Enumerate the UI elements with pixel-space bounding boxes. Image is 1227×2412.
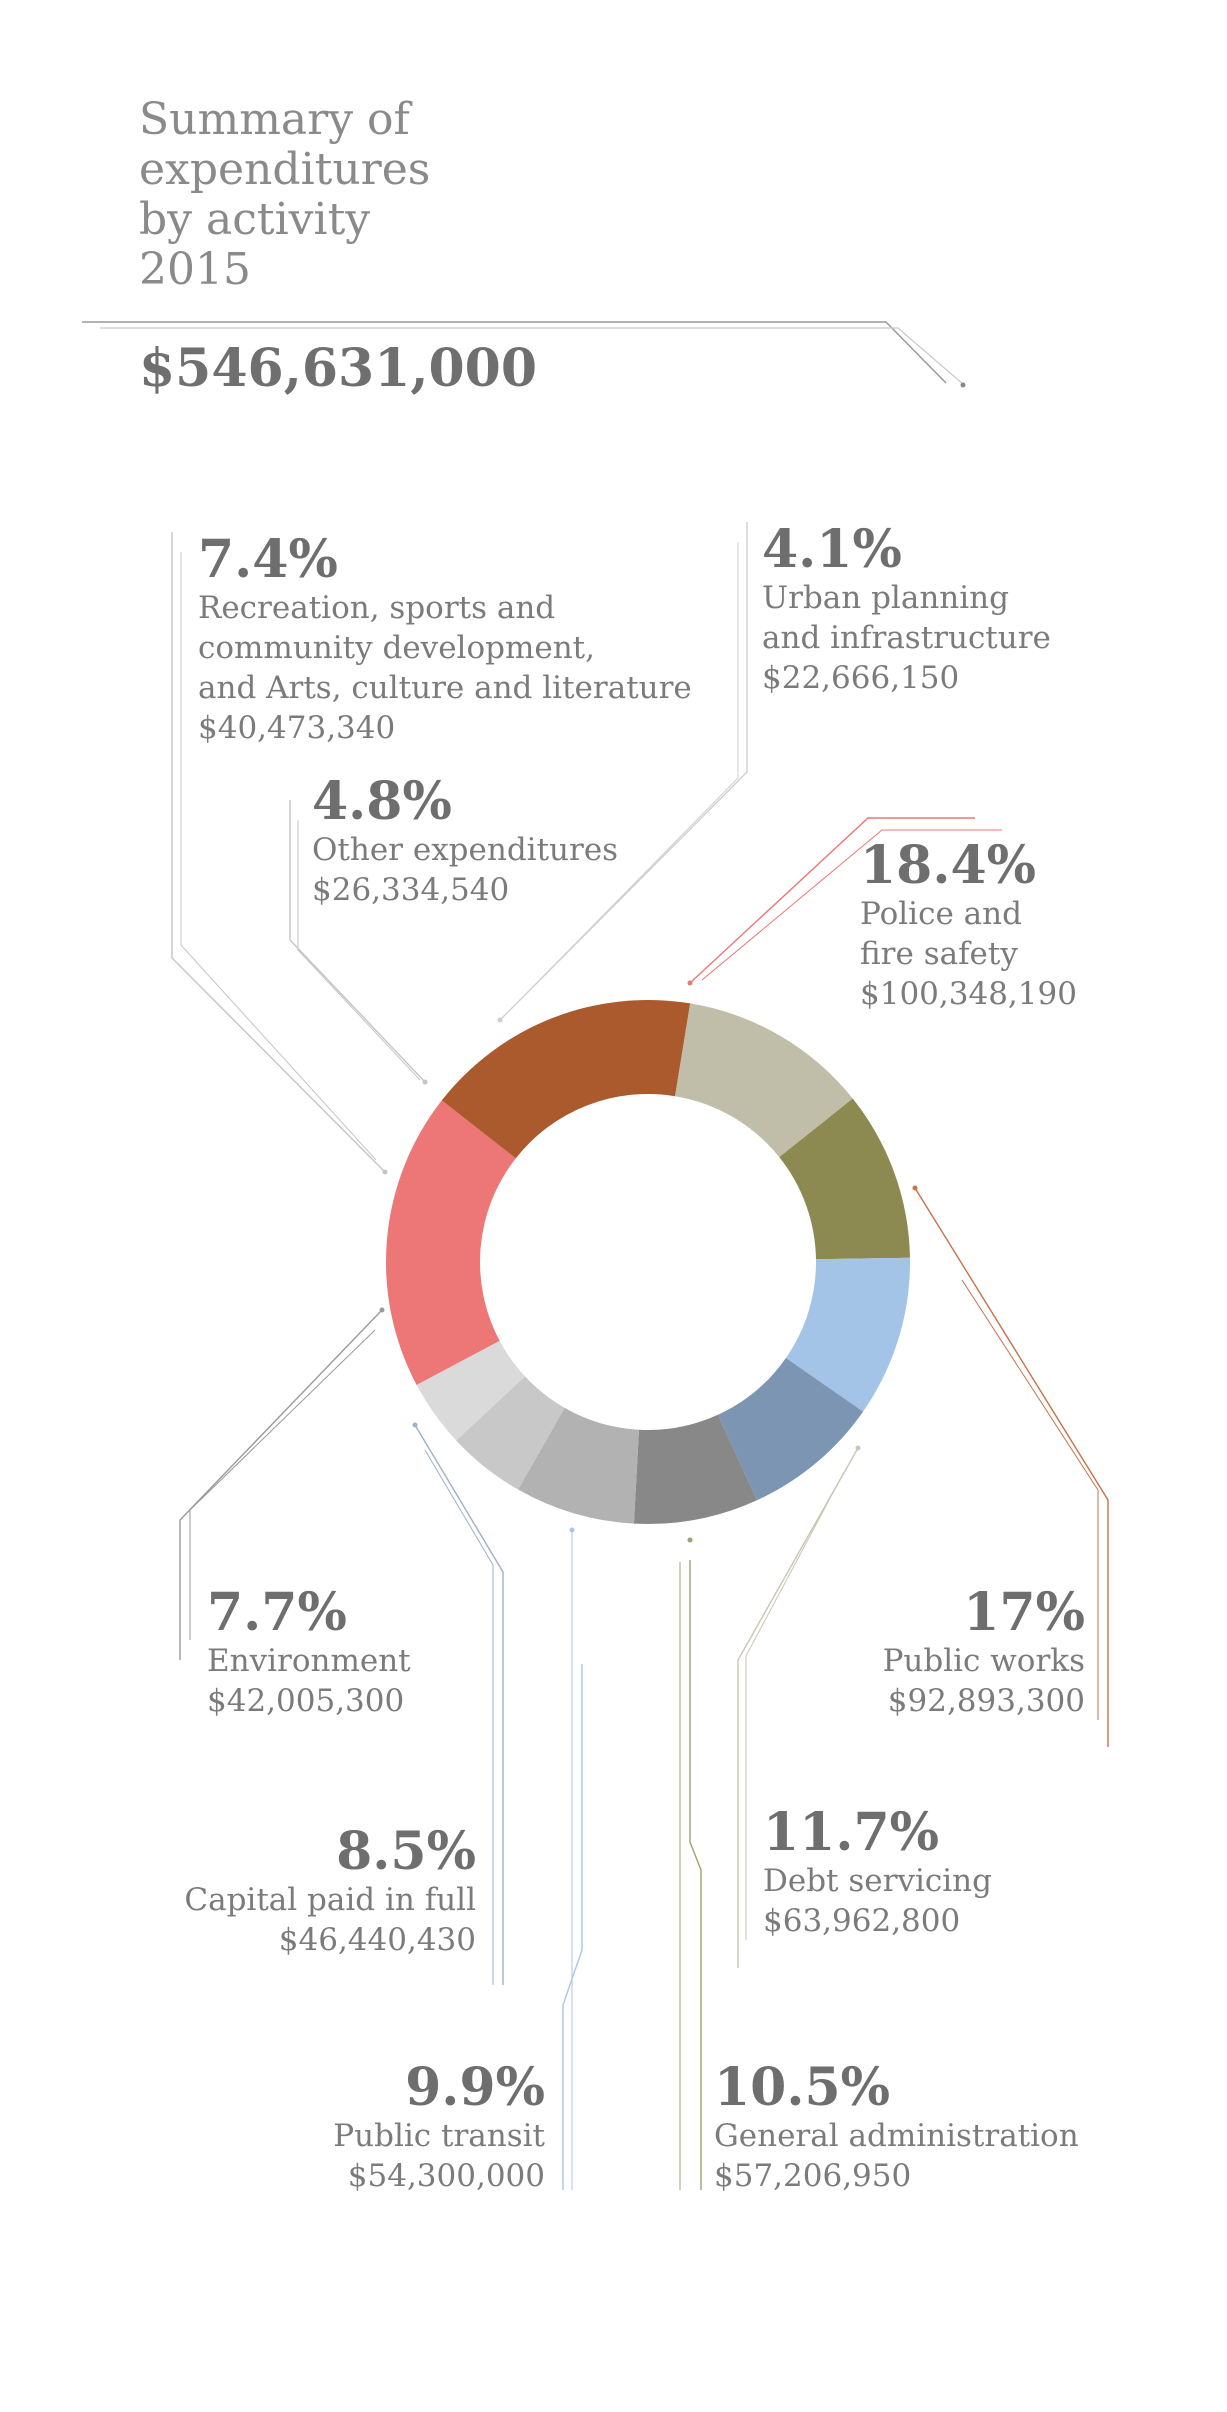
label-percent: 8.5% xyxy=(336,1821,476,1882)
label-category: and Arts, culture and literature xyxy=(198,670,692,706)
label-debt-servicing: 11.7% Debt servicing $63,962,800 xyxy=(763,1805,992,1941)
donut-slice-other-expenditures xyxy=(456,1376,565,1490)
label-capital-paid-in-full: 8.5% Capital paid in full $46,440,430 xyxy=(184,1824,476,1960)
label-percent: 11.7% xyxy=(763,1802,940,1863)
title-rule xyxy=(82,321,966,388)
label-percent: 7.7% xyxy=(207,1582,347,1643)
leader-line-environment xyxy=(179,1309,383,1660)
leader-line-recreation-sports-and-community-development-and-arts-culture-and-literature xyxy=(180,552,377,1161)
label-category: Environment xyxy=(207,1643,411,1679)
leader-line-public-works xyxy=(914,1187,1109,1747)
donut-slice-debt-servicing xyxy=(675,1003,853,1158)
leader-dot-environment xyxy=(379,1307,385,1313)
label-amount: $42,005,300 xyxy=(207,1683,405,1719)
leader-line-capital-paid-in-full xyxy=(424,1449,494,1985)
leader-dot-general-administration xyxy=(687,1537,693,1543)
label-amount: $54,300,000 xyxy=(347,2158,545,2194)
label-category: Capital paid in full xyxy=(184,1882,476,1918)
donut-slice-capital-paid-in-full xyxy=(717,1357,864,1501)
label-environment: 7.7% Environment $42,005,300 xyxy=(207,1585,411,1721)
donut-slice-public-works xyxy=(441,1000,691,1159)
label-category: Urban planning xyxy=(762,580,1009,616)
label-amount: $22,666,150 xyxy=(762,660,960,696)
leader-dot-urban-planning-and-infrastructure xyxy=(497,1017,503,1023)
label-category: Public works xyxy=(882,1643,1085,1679)
label-percent: 4.1% xyxy=(762,519,902,580)
total-amount: $546,631,000 xyxy=(139,338,538,399)
donut-slice-environment xyxy=(633,1414,758,1524)
leader-dot-public-works xyxy=(912,1185,918,1191)
label-category: fire safety xyxy=(860,936,1018,972)
label-amount: $46,440,430 xyxy=(278,1922,476,1958)
leader-dot-police-and-fire-safety xyxy=(687,980,693,986)
leader-dot-recreation-sports-and-community-development-and-arts-culture-and-literature xyxy=(382,1169,388,1175)
label-other-expenditures: 4.8% Other expenditures $26,334,540 xyxy=(312,774,618,910)
leader-dot-other-expenditures xyxy=(422,1079,428,1085)
donut-slice-police-and-fire-safety xyxy=(385,1100,516,1386)
leader-line-urban-planning-and-infrastructure xyxy=(499,522,748,1021)
leader-line-other-expenditures xyxy=(297,820,421,1081)
label-category: Public transit xyxy=(333,2118,545,2154)
label-general-administration: 10.5% General administration $57,206,950 xyxy=(714,2060,1079,2196)
label-category: Other expenditures xyxy=(312,832,619,868)
label-public-transit: 9.9% Public transit $54,300,000 xyxy=(333,2060,545,2196)
label-category: Recreation, sports and xyxy=(198,590,556,626)
leader-line-urban-planning-and-infrastructure xyxy=(519,542,739,1001)
label-urban-planning-and-infrastructure: 4.1% Urban planning and infrastructure $22,… xyxy=(762,522,1051,698)
label-percent: 17% xyxy=(963,1582,1085,1643)
leader-line-environment xyxy=(189,1329,376,1640)
leader-line-police-and-fire-safety xyxy=(701,829,1002,981)
label-amount: $57,206,950 xyxy=(714,2158,912,2194)
donut-slice-urban-planning-and-infrastructure xyxy=(416,1340,525,1441)
label-category: community development, xyxy=(198,630,595,666)
label-police-and-fire-safety: 18.4% Police and fire safety $100,348,190 xyxy=(860,838,1077,1014)
title-line-2: expenditures xyxy=(139,144,431,195)
leader-line-police-and-fire-safety xyxy=(689,817,975,984)
label-percent: 18.4% xyxy=(860,835,1037,896)
label-category: General administration xyxy=(714,2118,1079,2154)
label-category: and infrastructure xyxy=(762,620,1051,656)
title-line-3: by activity xyxy=(139,194,371,245)
donut-slice-public-transit xyxy=(785,1257,910,1412)
leader-dot-debt-servicing xyxy=(855,1445,861,1451)
donut-slice-general-administration xyxy=(779,1098,910,1260)
label-amount: $40,473,340 xyxy=(198,710,396,746)
leader-dot-capital-paid-in-full xyxy=(412,1422,418,1428)
donut-slice-recreation-sports-and-community-development-and-arts-culture-and-literature xyxy=(518,1407,639,1524)
label-category: Debt servicing xyxy=(763,1863,992,1899)
label-recreation-sports-and-community-development-and-arts-culture-and-literature: 7.4% Recreation, sports and community deve… xyxy=(198,532,692,748)
leader-dot-public-transit xyxy=(569,1527,575,1533)
leader-line-public-works xyxy=(961,1279,1099,1720)
label-percent: 7.4% xyxy=(198,529,338,590)
label-public-works: 17% Public works $92,893,300 xyxy=(883,1585,1085,1721)
label-percent: 4.8% xyxy=(312,771,452,832)
leader-line-recreation-sports-and-community-development-and-arts-culture-and-literature xyxy=(171,532,386,1173)
leader-line-general-administration xyxy=(689,1560,702,2190)
leader-line-other-expenditures xyxy=(289,800,426,1083)
leader-line-debt-servicing xyxy=(745,1471,845,1940)
leader-line-debt-servicing xyxy=(737,1447,859,1968)
title-line-4: 2015 xyxy=(139,244,251,295)
label-amount: $26,334,540 xyxy=(312,872,510,908)
label-category: Police and xyxy=(860,896,1022,932)
label-amount: $63,962,800 xyxy=(763,1903,961,1939)
title-line-1: Summary of xyxy=(139,94,410,145)
label-percent: 9.9% xyxy=(405,2057,545,2118)
leader-line-capital-paid-in-full xyxy=(414,1424,504,1985)
label-amount: $92,893,300 xyxy=(887,1683,1085,1719)
label-amount: $100,348,190 xyxy=(860,976,1077,1012)
label-percent: 10.5% xyxy=(714,2057,891,2118)
